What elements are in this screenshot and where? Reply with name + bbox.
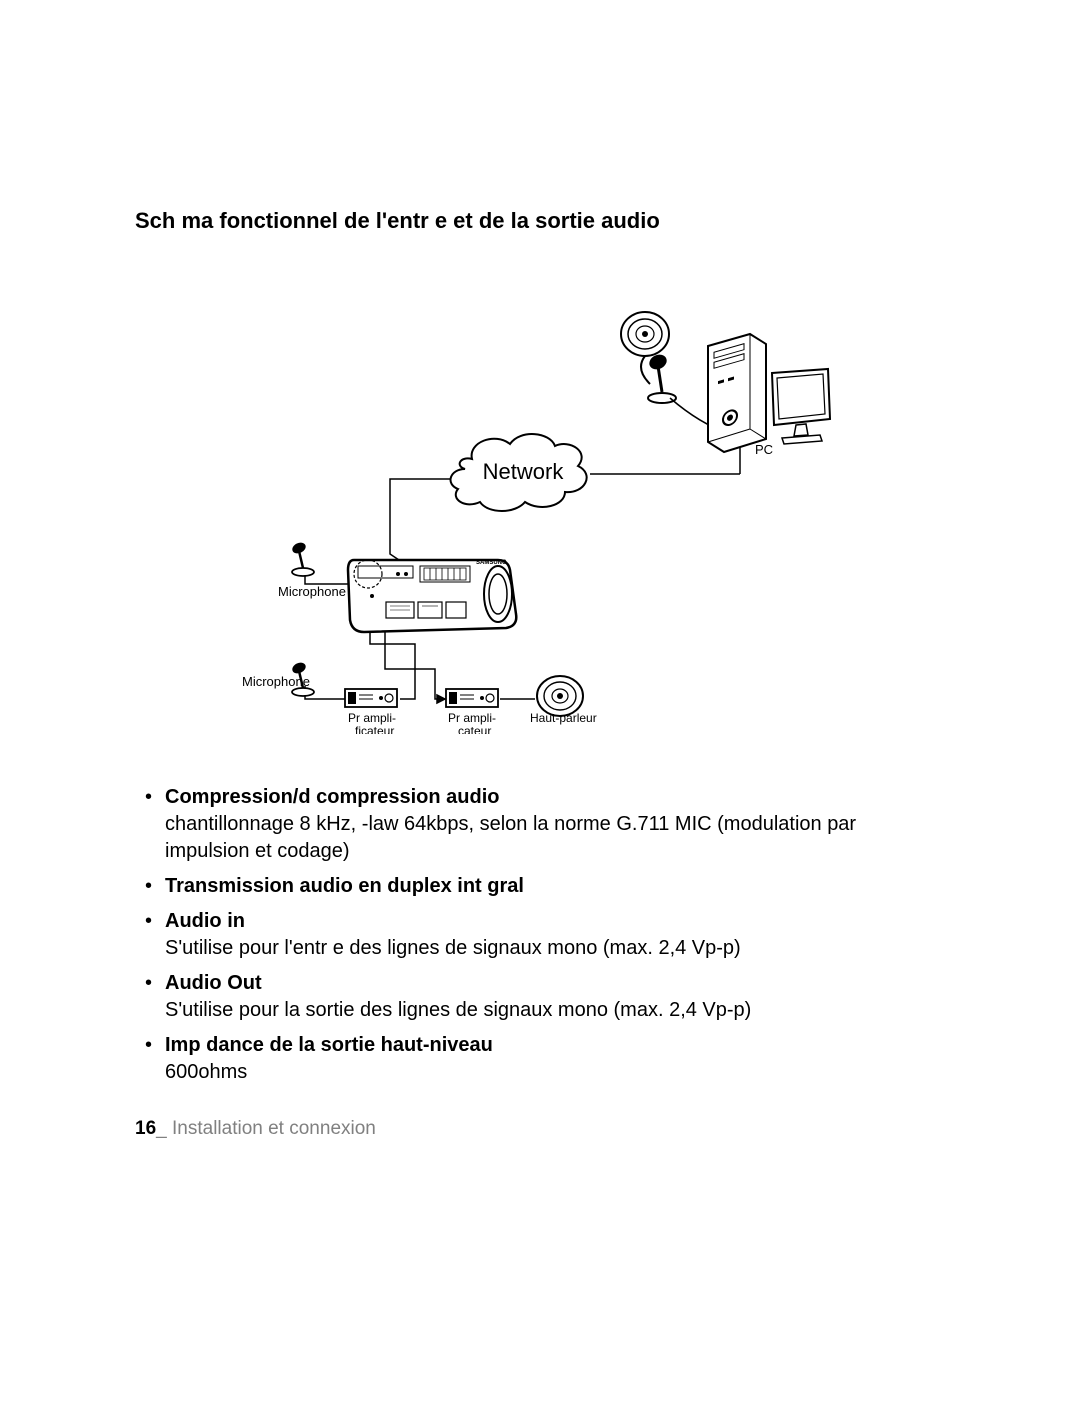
- list-item: Transmission audio en duplex int gral: [165, 873, 945, 900]
- bullet-title: Audio Out: [165, 972, 262, 994]
- microphone-1-label: Microphone: [278, 584, 346, 599]
- diagram-svg: PC Network Microphone: [240, 274, 840, 734]
- network-cloud-icon: Network: [451, 434, 587, 511]
- preamp-2-icon: [446, 689, 498, 707]
- pc-monitor-icon: [772, 369, 830, 444]
- camera-brand-label: SAMSUNG: [476, 560, 507, 566]
- bullet-body: S'utilise pour la sortie des lignes de s…: [165, 997, 945, 1024]
- bullet-title: Transmission audio en duplex int gral: [165, 875, 524, 897]
- bullet-title: Imp dance de la sortie haut-niveau: [165, 1034, 493, 1056]
- bullet-body: 600ohms: [165, 1059, 945, 1086]
- pc-label: PC: [755, 442, 773, 457]
- page-footer: 16_ Installation et connexion: [135, 1118, 376, 1140]
- feature-bullet-list: Compression/d compression audio chantill…: [135, 784, 945, 1086]
- section-heading: Sch ma fonctionnel de l'entr e et de la …: [135, 208, 945, 234]
- speaker-bottom-icon: [537, 676, 583, 716]
- list-item: Audio in S'utilise pour l'entr e des lig…: [165, 908, 945, 962]
- footer-section: Installation et connexion: [172, 1118, 376, 1139]
- bullet-body: S'utilise pour l'entr e des lignes de si…: [165, 935, 945, 962]
- speaker-bottom-label: Haut-parleur: [530, 711, 597, 725]
- preamp-1-label-l1: Pr ampli-: [348, 711, 396, 725]
- preamp-2-label-l2: cateur: [458, 724, 491, 734]
- list-item: Audio Out S'utilise pour la sortie des l…: [165, 970, 945, 1024]
- bullet-body: chantillonnage 8 kHz, -law 64kbps, selon…: [165, 811, 945, 865]
- bullet-title: Audio in: [165, 910, 245, 932]
- page-number: 16: [135, 1118, 156, 1139]
- preamp-1-label-l2: ficateur: [355, 724, 394, 734]
- microphone-1-icon: [291, 541, 314, 576]
- preamp-1-icon: [345, 689, 397, 707]
- pc-tower-icon: [708, 334, 766, 452]
- bullet-title: Compression/d compression audio: [165, 786, 500, 808]
- microphone-2-label: Microphone: [242, 674, 310, 689]
- preamp-2-label-l1: Pr ampli-: [448, 711, 496, 725]
- network-label: Network: [483, 459, 565, 484]
- camera-icon: SAMSUNG: [348, 560, 516, 632]
- speaker-top-icon: [621, 312, 669, 384]
- footer-separator: _: [156, 1118, 172, 1139]
- list-item: Imp dance de la sortie haut-niveau 600oh…: [165, 1032, 945, 1086]
- audio-io-diagram: PC Network Microphone: [240, 274, 840, 734]
- list-item: Compression/d compression audio chantill…: [165, 784, 945, 865]
